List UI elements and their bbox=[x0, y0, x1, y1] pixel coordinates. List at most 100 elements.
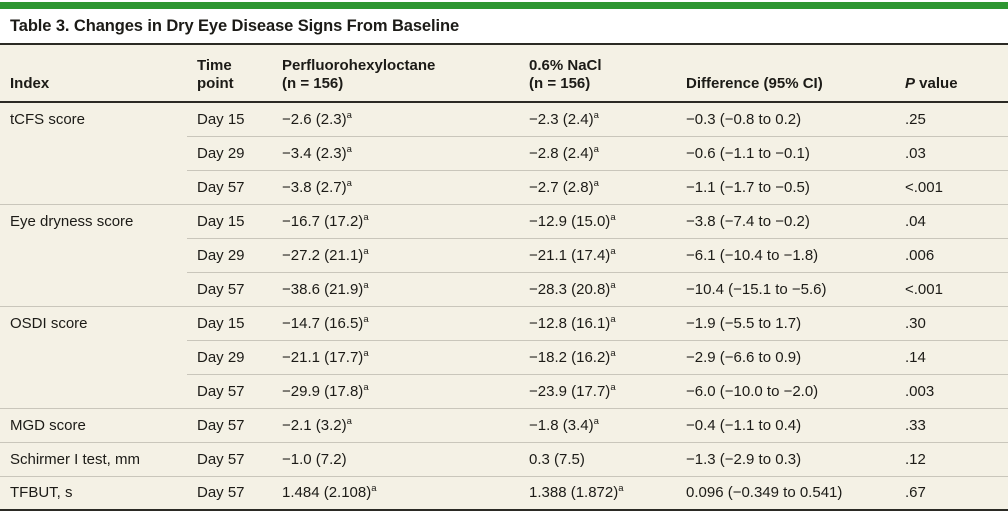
cell-difference: 0.096 (−0.349 to 0.541) bbox=[676, 475, 895, 510]
table-row: tCFS score Day 15 −2.6 (2.3)a −2.3 (2.4)… bbox=[0, 102, 1008, 136]
cell-difference: −1.3 (−2.9 to 0.3) bbox=[676, 441, 895, 476]
cell-index bbox=[0, 170, 187, 204]
cell-timepoint: Day 29 bbox=[187, 339, 272, 374]
cell-nacl: 1.388 (1.872)a bbox=[519, 475, 676, 510]
cell-index: Eye dryness score bbox=[0, 203, 187, 238]
table-row: Day 57 −38.6 (21.9)a −28.3 (20.8)a −10.4… bbox=[0, 271, 1008, 306]
cell-pfho: −3.4 (2.3)a bbox=[272, 135, 519, 170]
cell-pvalue: .25 bbox=[905, 110, 926, 128]
cell-index bbox=[0, 340, 187, 374]
table-row: Day 29 −3.4 (2.3)a −2.8 (2.4)a −0.6 (−1.… bbox=[0, 135, 1008, 170]
footnote-marker: a bbox=[618, 483, 624, 495]
accent-bar bbox=[0, 2, 1008, 9]
cell-difference: −2.9 (−6.6 to 0.9) bbox=[676, 339, 895, 374]
cell-timepoint: Day 57 bbox=[187, 441, 272, 476]
cell-pvalue: .33 bbox=[895, 407, 1008, 442]
cell-timepoint: Day 57 bbox=[187, 475, 272, 510]
header-difference: Difference (95% CI) bbox=[676, 45, 895, 103]
footnote-marker: a bbox=[346, 143, 352, 155]
table-title: Table 3. Changes in Dry Eye Disease Sign… bbox=[10, 16, 460, 35]
cell-pfho: −21.1 (17.7)a bbox=[272, 339, 519, 374]
cell-pvalue: .003 bbox=[895, 373, 1008, 408]
cell-timepoint: Day 57 bbox=[187, 271, 272, 306]
cell-pfho: −14.7 (16.5)a bbox=[272, 305, 519, 340]
cell-timepoint: Day 15 bbox=[187, 203, 272, 238]
table-row: Schirmer I test, mm Day 57 −1.0 (7.2) 0.… bbox=[0, 441, 1008, 476]
cell-index: TFBUT, s bbox=[0, 475, 187, 510]
footnote-marker: a bbox=[346, 177, 352, 189]
cell-pfho: 1.484 (2.108)a bbox=[272, 475, 519, 510]
cell-pfho: −27.2 (21.1)a bbox=[272, 237, 519, 272]
header-row: Index Time point Perfluorohexyloctane (n =… bbox=[0, 45, 1008, 103]
cell-pvalue: .04 bbox=[895, 203, 1008, 238]
cell-nacl: 0.3 (7.5) bbox=[519, 441, 676, 476]
cell-pvalue: .67 bbox=[895, 475, 1008, 510]
cell-difference: −6.1 (−10.4 to −1.8) bbox=[676, 237, 895, 272]
cell-pvalue: .03 bbox=[895, 135, 1008, 170]
header-index: Index bbox=[0, 45, 187, 103]
cell-pvalue: .14 bbox=[895, 339, 1008, 374]
cell-index bbox=[0, 374, 187, 408]
footnote-marker: a bbox=[363, 245, 369, 257]
footnote-marker: a bbox=[610, 279, 616, 291]
footnote-marker: a bbox=[346, 415, 352, 427]
cell-index bbox=[0, 136, 187, 170]
footnote-marker: a bbox=[610, 347, 616, 359]
cell-index bbox=[0, 238, 187, 272]
table-row: Day 57 −29.9 (17.8)a −23.9 (17.7)a −6.0 … bbox=[0, 373, 1008, 408]
cell-difference: −0.6 (−1.1 to −0.1) bbox=[676, 135, 895, 170]
footnote-marker: a bbox=[363, 313, 369, 325]
cell-pvalue: .30 bbox=[895, 305, 1008, 340]
cell-pfho: −16.7 (17.2)a bbox=[272, 203, 519, 238]
header-perfluorohexyloctane: Perfluorohexyloctane (n = 156) bbox=[272, 45, 519, 103]
footnote-marker: a bbox=[593, 177, 599, 189]
cell-difference: −3.8 (−7.4 to −0.2) bbox=[676, 203, 895, 238]
table-row: TFBUT, s Day 57 1.484 (2.108)a 1.388 (1.… bbox=[0, 475, 1008, 510]
data-table: Index Time point Perfluorohexyloctane (n =… bbox=[0, 45, 1008, 511]
footnote-marker: a bbox=[610, 245, 616, 257]
cell-timepoint: Day 29 bbox=[187, 237, 272, 272]
cell-nacl: −12.9 (15.0)a bbox=[519, 203, 676, 238]
cell-pfho: −29.9 (17.8)a bbox=[272, 373, 519, 408]
cell-nacl: −2.7 (2.8)a bbox=[519, 169, 676, 204]
cell-nacl: −23.9 (17.7)a bbox=[519, 373, 676, 408]
cell-pvalue: .12 bbox=[895, 441, 1008, 476]
cell-nacl: −28.3 (20.8)a bbox=[519, 271, 676, 306]
table-row: Day 29 −27.2 (21.1)a −21.1 (17.4)a −6.1 … bbox=[0, 237, 1008, 272]
cell-pfho: −2.1 (3.2)a bbox=[272, 407, 519, 442]
table-row: Day 57 −3.8 (2.7)a −2.7 (2.8)a −1.1 (−1.… bbox=[0, 169, 1008, 204]
cell-nacl: −18.2 (16.2)a bbox=[519, 339, 676, 374]
cell-index: OSDI score bbox=[0, 305, 187, 340]
cell-nacl: −1.8 (3.4)a bbox=[519, 407, 676, 442]
cell-difference: −10.4 (−15.1 to −5.6) bbox=[676, 271, 895, 306]
cell-pvalue: <.001 bbox=[895, 271, 1008, 306]
cell-difference: −0.3 (−0.8 to 0.2) bbox=[686, 110, 802, 128]
cell-pvalue: .006 bbox=[895, 237, 1008, 272]
footnote-marker: a bbox=[346, 109, 352, 121]
table-row: Day 29 −21.1 (17.7)a −18.2 (16.2)a −2.9 … bbox=[0, 339, 1008, 374]
footnote-marker: a bbox=[593, 109, 599, 121]
footnote-marker: a bbox=[363, 347, 369, 359]
table-title-block: Table 3. Changes in Dry Eye Disease Sign… bbox=[0, 9, 1008, 45]
cell-timepoint: Day 57 bbox=[187, 373, 272, 408]
table-row: Eye dryness score Day 15 −16.7 (17.2)a −… bbox=[0, 203, 1008, 238]
footnote-marker: a bbox=[610, 381, 616, 393]
cell-timepoint: Day 57 bbox=[187, 407, 272, 442]
footnote-marker: a bbox=[593, 143, 599, 155]
header-pvalue: P value bbox=[895, 45, 1008, 103]
table-row: MGD score Day 57 −2.1 (3.2)a −1.8 (3.4)a… bbox=[0, 407, 1008, 442]
footnote-marker: a bbox=[610, 313, 616, 325]
footnote-marker: a bbox=[363, 279, 369, 291]
cell-index: MGD score bbox=[0, 407, 187, 442]
cell-timepoint: Day 15 bbox=[187, 305, 272, 340]
cell-pfho: −3.8 (2.7)a bbox=[272, 169, 519, 204]
cell-index: tCFS score bbox=[10, 111, 86, 128]
cell-timepoint: Day 15 bbox=[197, 110, 245, 128]
header-timepoint: Time point bbox=[187, 45, 272, 103]
cell-pvalue: <.001 bbox=[895, 169, 1008, 204]
footnote-marker: a bbox=[610, 211, 616, 223]
cell-pfho: −38.6 (21.9)a bbox=[272, 271, 519, 306]
cell-nacl: −12.8 (16.1)a bbox=[519, 305, 676, 340]
cell-difference: −1.9 (−5.5 to 1.7) bbox=[676, 305, 895, 340]
cell-nacl: −21.1 (17.4)a bbox=[519, 237, 676, 272]
